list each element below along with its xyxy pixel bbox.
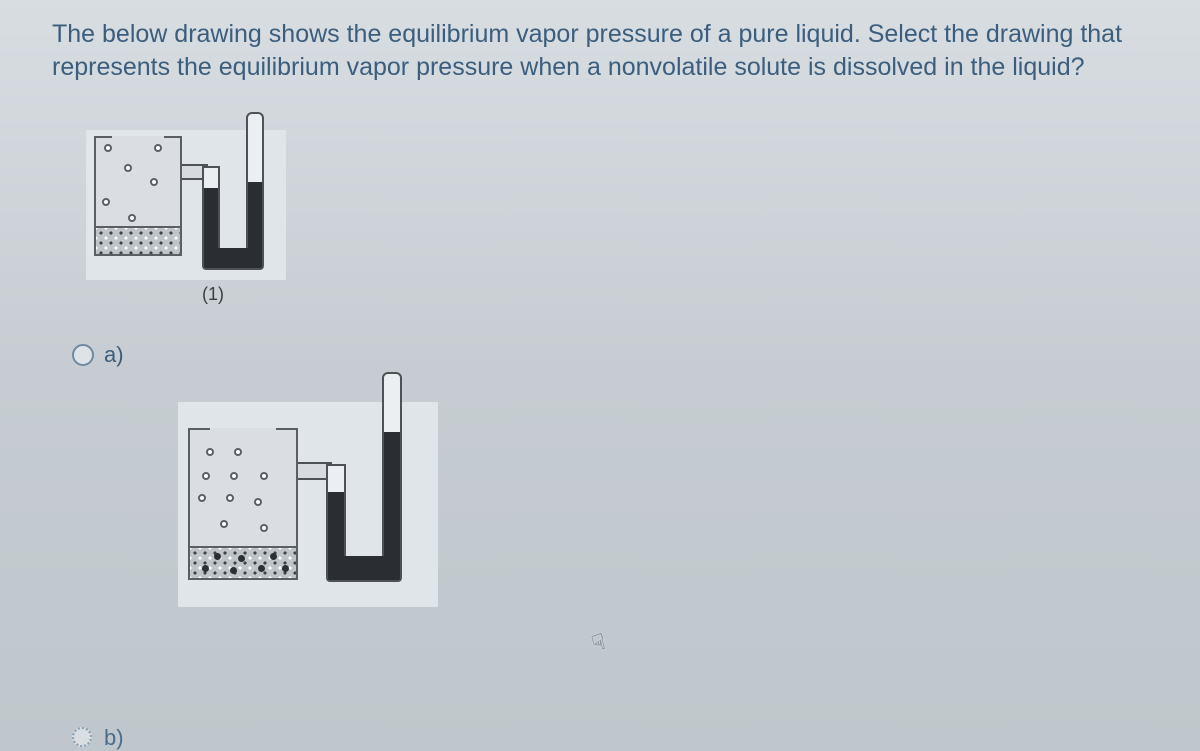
solution-flask <box>188 428 298 580</box>
solute-particle <box>270 553 277 560</box>
manometer <box>326 372 412 582</box>
solute-particle <box>282 565 289 572</box>
solute-particle <box>214 553 221 560</box>
vapor-molecule <box>260 524 268 532</box>
vapor-molecule <box>198 494 206 502</box>
solute-particle <box>258 565 265 572</box>
option-b-label: b) <box>104 725 124 751</box>
flask-lip <box>94 136 112 138</box>
vapor-molecule <box>230 472 238 480</box>
vapor-molecule <box>260 472 268 480</box>
option-a-label: a) <box>104 342 124 368</box>
pure-liquid-flask <box>94 136 182 256</box>
flask-lip <box>276 428 298 430</box>
vapor-molecule <box>206 448 214 456</box>
question-text: The below drawing shows the equilibrium … <box>52 18 1148 84</box>
mercury-right <box>384 432 400 562</box>
manometer <box>202 112 272 272</box>
manometer-u <box>202 248 264 270</box>
option-a-figure <box>178 372 438 627</box>
vapor-molecule <box>124 164 132 172</box>
radio-option-b[interactable] <box>72 727 92 747</box>
vapor-molecule <box>234 448 242 456</box>
vapor-molecule <box>226 494 234 502</box>
option-a: a) <box>72 344 1148 624</box>
flask-lip <box>164 136 182 138</box>
pointer-cursor-icon: ☟ <box>589 629 609 658</box>
solute-particle <box>202 565 209 572</box>
vapor-molecule <box>102 198 110 206</box>
quiz-page: The below drawing shows the equilibrium … <box>0 0 1200 751</box>
vapor-molecule <box>202 472 210 480</box>
reference-figure: (1) <box>86 112 1148 302</box>
solute-particle <box>238 555 245 562</box>
reference-label: (1) <box>202 284 224 305</box>
radio-option-a[interactable] <box>72 344 94 366</box>
solute-particle <box>230 567 237 574</box>
vapor-molecule <box>254 498 262 506</box>
vapor-molecule <box>150 178 158 186</box>
manometer-u <box>326 556 402 582</box>
vapor-molecule <box>154 144 162 152</box>
mercury-left <box>328 492 344 562</box>
vapor-molecule <box>220 520 228 528</box>
flask-lip <box>188 428 210 430</box>
option-b: b) <box>72 727 272 751</box>
vapor-molecule <box>104 144 112 152</box>
mercury-left <box>204 188 218 252</box>
vapor-molecule <box>128 214 136 222</box>
pure-liquid <box>96 226 180 254</box>
mercury-right <box>248 182 262 252</box>
solution-liquid <box>190 546 296 578</box>
